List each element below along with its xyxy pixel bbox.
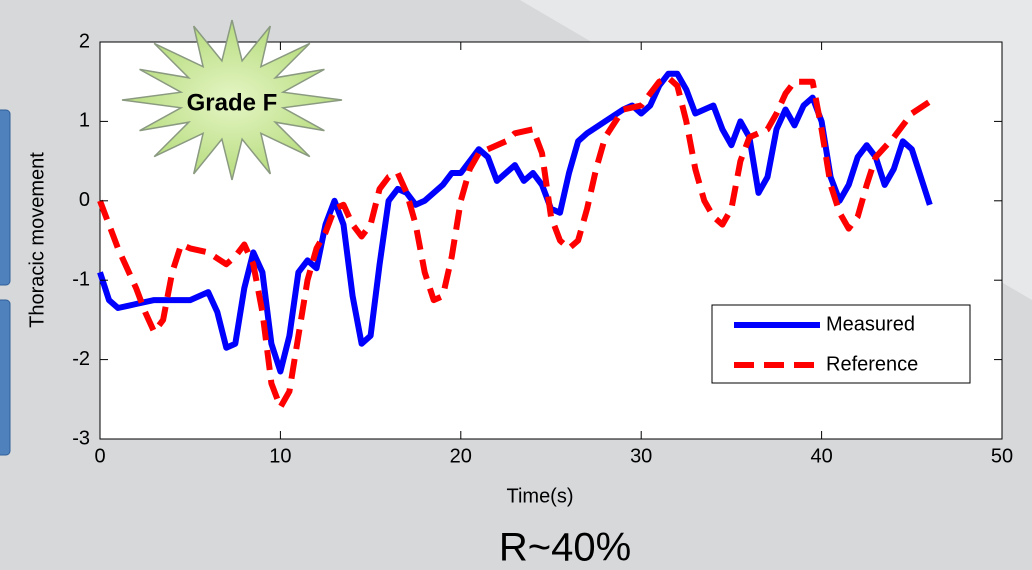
x-tick-label: 50 <box>991 445 1013 467</box>
side-box <box>0 299 11 456</box>
y-axis-label: Thoracic movement <box>26 152 48 328</box>
y-tick-label: 0 <box>79 189 90 211</box>
plot <box>97 70 933 411</box>
y-tick-label: -1 <box>72 268 90 290</box>
caption: R~40% <box>499 526 631 570</box>
series-line <box>97 70 933 375</box>
x-tick-label: 10 <box>269 445 291 467</box>
x-axis-label: Time(s) <box>506 485 573 507</box>
legend-box <box>711 304 971 384</box>
x-tick-label: 40 <box>810 445 832 467</box>
series-line <box>97 74 932 411</box>
y-tick-label: 1 <box>79 110 90 132</box>
x-tick-label: 30 <box>630 445 652 467</box>
x-tick-label: 20 <box>450 445 472 467</box>
y-tick-label: -2 <box>72 348 90 370</box>
legend-label: Measured <box>826 313 915 335</box>
starburst <box>121 19 343 181</box>
y-tick-label: 2 <box>79 30 90 52</box>
annotation: Grade F <box>187 89 278 116</box>
y-tick-label: -3 <box>72 427 90 449</box>
side-box <box>0 109 11 286</box>
legend-label: Reference <box>826 353 918 375</box>
x-tick-label: 0 <box>94 445 105 467</box>
